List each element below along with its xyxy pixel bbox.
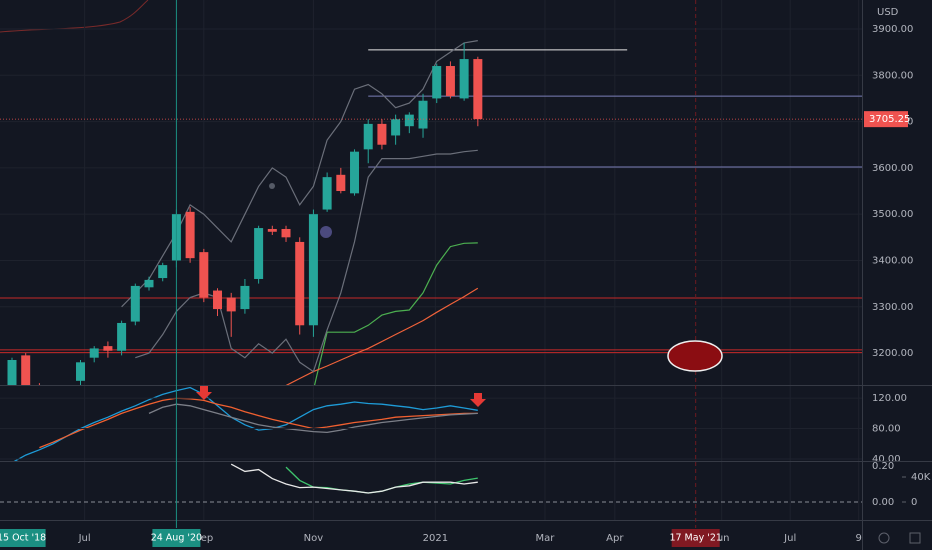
date-marker-label: 15 Oct '18 [0,533,46,544]
candle-body [363,123,373,150]
indicator-line [13,386,478,461]
candle-body [404,114,414,127]
candle-body [473,59,483,120]
candle-body [445,66,455,97]
indicator-line [148,403,478,434]
y-tick-label: 3200.00 [872,348,913,359]
candle-body [103,346,113,351]
candle-body [89,348,99,358]
arrow-down [470,393,486,407]
x-tick-label: 9 [856,533,862,544]
candle-body [226,297,236,312]
decor-curve [0,0,149,33]
candle-body [21,355,31,385]
date-marker-label: 17 May '21 [669,533,721,544]
y-tick-label: 40.00 [872,454,901,465]
candle-body [254,228,264,279]
candle-body [391,119,401,136]
volume-tick-label: 40K [911,472,931,483]
candle-body [432,66,442,99]
candle-body [7,360,17,385]
x-tick-label: Jun [713,533,730,544]
date-marker-label: 24 Aug '20 [151,533,202,544]
candle-body [199,252,209,298]
x-tick-label: 2021 [423,533,448,544]
y-tick-label: 3900.00 [872,24,913,35]
y-tick-label: 3600.00 [872,163,913,174]
last-price-label: 3705.25 [869,114,910,125]
candle-body [240,285,250,310]
x-tick-label: Jul [783,533,796,544]
indicator-line [121,40,478,308]
settings-icon[interactable] [878,532,890,544]
candle-body [130,285,140,322]
y-tick-label: 3800.00 [872,70,913,81]
candle-body [308,214,318,326]
date-marker-box [671,529,720,547]
date-marker-box [0,529,46,547]
x-tick-label: Mar [536,533,556,544]
candle-body [158,265,168,279]
oscillator-pane [0,462,862,520]
x-tick-label: Sep [194,533,213,544]
indicator-line [39,397,478,449]
candle-body [76,362,86,381]
candle-body [281,228,291,238]
y-tick-label: 3300.00 [872,302,913,313]
ellipse-drawing [667,340,723,372]
candle-body [185,211,195,259]
y-tick-label: 0.20 [872,461,894,472]
x-tick-label: Apr [606,533,624,544]
candle-body [418,100,428,129]
candle-body [267,228,277,232]
indicator-line [135,149,478,373]
indicator-pane [0,386,862,461]
y-tick-label: 0.00 [872,497,894,508]
candle-body [322,177,332,210]
marker-dot [320,226,332,238]
currency-label: USD [877,7,899,18]
candle-body [117,322,127,351]
indicator-line [313,242,478,385]
indicator-line [285,287,479,385]
candle-body [213,290,223,310]
date-marker-box [152,529,201,547]
volume-tick-label: 0 [911,497,917,508]
y-tick-label: 3400.00 [872,255,913,266]
arrow-down [196,386,212,400]
candle-body [350,151,360,194]
main-pane [0,0,862,385]
x-tick-label: Jul [78,533,91,544]
y-tick-label: 80.00 [872,424,901,435]
x-tick-label: Nov [304,533,324,544]
candle-body [295,241,305,326]
candle-body [377,123,387,145]
candle-body [144,279,154,288]
auto-scale-icon[interactable] [909,532,921,544]
candle-body [336,174,346,192]
last-price-box [864,111,908,128]
candle-body [459,59,469,99]
y-tick-label: 3500.00 [872,209,913,220]
indicator-line [230,463,478,494]
y-tick-label: 120.00 [872,393,907,404]
marker-dot [269,183,275,189]
